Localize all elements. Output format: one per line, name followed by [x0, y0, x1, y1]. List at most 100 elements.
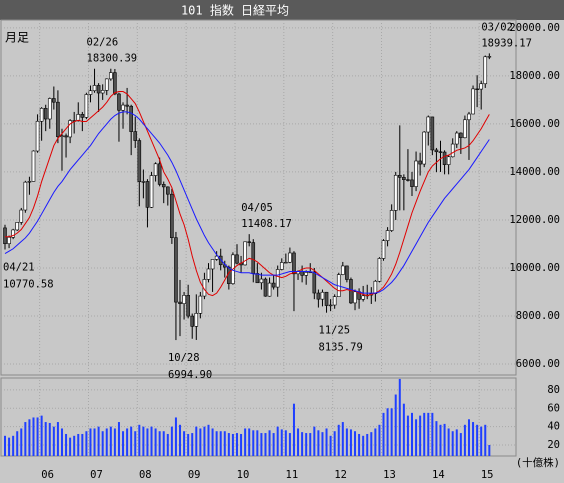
candle-body [19, 209, 24, 223]
x-tick-label: 08 [139, 469, 152, 481]
candle-body [463, 119, 467, 139]
volume-bar [276, 426, 279, 456]
candle-body [104, 78, 109, 91]
volume-bar [40, 415, 43, 456]
volume-bar [467, 419, 470, 456]
candle-body [149, 175, 154, 208]
candle-body [454, 132, 459, 145]
candle-body [121, 104, 125, 111]
volume-bar [419, 415, 422, 456]
candle-body [76, 114, 81, 122]
candle-body [109, 72, 113, 80]
candle-body [60, 135, 64, 138]
x-tick-label: 14 [432, 469, 445, 481]
volume-bar [97, 426, 100, 456]
volume-bar [117, 422, 120, 456]
y-tick-label: 14000.00 [509, 166, 560, 178]
x-tick-label: 15 [481, 469, 494, 481]
volume-bar [195, 426, 198, 456]
volume-bar [52, 426, 55, 456]
volume-bar [423, 412, 426, 456]
annotation-value: 18939.17 [481, 37, 532, 49]
candle-body [259, 278, 264, 284]
volume-bar [325, 428, 328, 456]
volume-bar [374, 428, 377, 456]
volume-bar [439, 424, 442, 456]
candle-body [251, 242, 256, 274]
volume-bar [284, 430, 287, 456]
candle-body [84, 94, 89, 118]
volume-bar [77, 433, 80, 456]
candle-body [267, 282, 272, 297]
volume-bar [32, 417, 35, 456]
volume-bar [170, 426, 173, 456]
candle-body [31, 150, 36, 182]
candle-body [312, 271, 317, 294]
candle-body [125, 104, 129, 107]
volume-bar [301, 432, 304, 456]
candle-body [414, 160, 418, 187]
candle-body [471, 88, 475, 115]
candle-body [438, 151, 443, 153]
candle-body [43, 108, 48, 120]
annotation-date: 04/05 [241, 202, 273, 214]
volume-bar [345, 428, 348, 456]
volume-bar [28, 419, 31, 456]
volume-bar [244, 428, 247, 456]
volume-bar [382, 412, 385, 456]
volume-bar [256, 430, 259, 456]
volume-bar [4, 435, 6, 456]
candle-body [141, 181, 146, 183]
volume-bar [366, 433, 369, 456]
candle-body [288, 252, 292, 263]
candle-body [320, 291, 325, 300]
candle-body [7, 236, 11, 245]
volume-bar [288, 433, 291, 456]
candle-body [418, 160, 422, 165]
volume-bar [394, 394, 397, 456]
price-panel [0, 19, 517, 376]
volume-bar [105, 428, 108, 456]
candle-body [279, 262, 284, 270]
x-tick-label: 07 [90, 469, 103, 481]
volume-bar [69, 437, 72, 456]
candle-body [324, 291, 329, 306]
volume-bar [329, 435, 332, 456]
volume-bar [89, 428, 92, 456]
volume-bar [317, 430, 320, 456]
candle-body [210, 259, 215, 270]
x-tick-label: 12 [334, 469, 347, 481]
candle-body [117, 93, 121, 111]
volume-tick-label: 20 [547, 439, 560, 451]
candle-body [483, 56, 488, 85]
volume-bar [358, 433, 361, 456]
volume-bar [459, 433, 462, 456]
candle-body [255, 273, 260, 284]
volume-bar [122, 431, 125, 456]
volume-bar [219, 431, 222, 456]
candle-body [39, 108, 44, 122]
candle-body [52, 98, 56, 103]
candle-body [100, 90, 105, 94]
volume-bar [484, 424, 487, 456]
candle-body [23, 181, 28, 211]
volume-bar [211, 428, 214, 456]
candle-body [113, 72, 117, 95]
annotation-date: 11/25 [319, 325, 351, 337]
volume-bar [223, 431, 226, 456]
volume-bar [455, 429, 458, 456]
volume-bar [174, 417, 177, 456]
candle-body [422, 131, 427, 165]
candle-body [410, 179, 414, 187]
candle-body [129, 105, 133, 132]
candle-body [166, 186, 170, 195]
volume-bar [406, 415, 409, 456]
volume-bar [260, 433, 263, 456]
candle-body [284, 261, 288, 264]
moving-average-line [4, 111, 490, 294]
candle-body [402, 177, 406, 180]
volume-bar [48, 422, 51, 456]
candle-body [393, 174, 398, 211]
volume-bar [476, 424, 479, 456]
